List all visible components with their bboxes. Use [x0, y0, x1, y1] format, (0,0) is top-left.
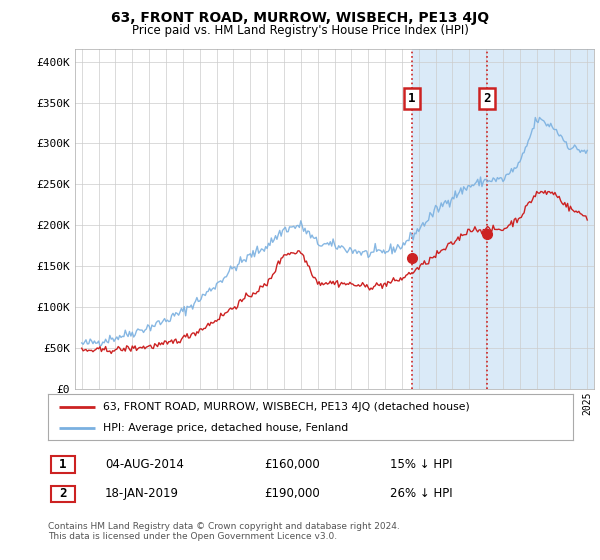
Text: 26% ↓ HPI: 26% ↓ HPI [390, 487, 452, 501]
Bar [412, 49, 600, 389]
Text: £190,000: £190,000 [264, 487, 320, 501]
Text: 15% ↓ HPI: 15% ↓ HPI [390, 458, 452, 472]
Text: Contains HM Land Registry data © Crown copyright and database right 2024.
This d: Contains HM Land Registry data © Crown c… [48, 522, 400, 542]
Text: £160,000: £160,000 [264, 458, 320, 472]
Text: 1: 1 [408, 92, 415, 105]
Text: 04-AUG-2014: 04-AUG-2014 [105, 458, 184, 472]
Text: 18-JAN-2019: 18-JAN-2019 [105, 487, 179, 501]
Text: 2: 2 [483, 92, 491, 105]
Text: Price paid vs. HM Land Registry's House Price Index (HPI): Price paid vs. HM Land Registry's House … [131, 24, 469, 36]
Text: 63, FRONT ROAD, MURROW, WISBECH, PE13 4JQ (detached house): 63, FRONT ROAD, MURROW, WISBECH, PE13 4J… [103, 402, 470, 412]
Text: 63, FRONT ROAD, MURROW, WISBECH, PE13 4JQ: 63, FRONT ROAD, MURROW, WISBECH, PE13 4J… [111, 11, 489, 25]
Text: 2: 2 [59, 487, 67, 501]
Text: HPI: Average price, detached house, Fenland: HPI: Average price, detached house, Fenl… [103, 423, 349, 433]
Text: 1: 1 [59, 458, 67, 472]
